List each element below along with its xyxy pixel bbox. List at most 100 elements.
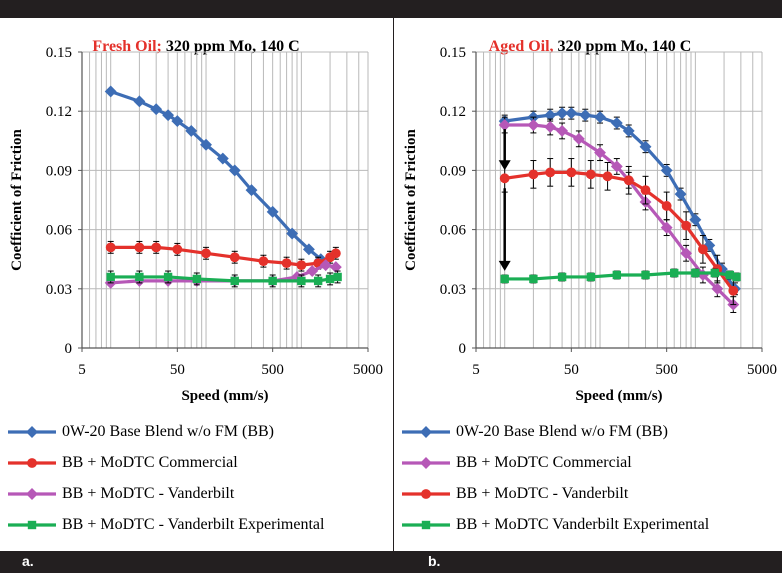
legend-swatch-marker [420, 426, 432, 438]
chart-panel-b: Aged Oil, 320 ppm Mo, 140 C 0 0.03 0.06 0.0… [394, 18, 782, 551]
data-point [612, 270, 622, 280]
legend-swatch-marker [27, 520, 37, 530]
data-point [622, 124, 635, 137]
legend-swatch-marker [421, 520, 431, 530]
legend-item: 0W-20 Base Blend w/o FM (BB) [6, 422, 274, 442]
data-point [623, 175, 634, 186]
series-1 [104, 85, 327, 266]
data-point [333, 272, 342, 282]
x-tick-label: 5000 [353, 362, 383, 378]
data-point [245, 184, 258, 197]
data-point [306, 265, 319, 277]
y-tick-label: 0.06 [46, 223, 73, 239]
data-point [230, 276, 239, 286]
data-point [135, 272, 144, 282]
data-point [527, 119, 540, 131]
data-point [134, 242, 145, 253]
chart-title-rest: 320 ppm Mo, 140 C [553, 38, 692, 55]
chart-title-rest: 320 ppm Mo, 140 C [161, 38, 300, 55]
series-3 [499, 158, 739, 306]
panel-divider [393, 18, 394, 551]
data-point [172, 244, 183, 255]
legend-swatch-marker [27, 458, 37, 468]
x-tick-label: 5 [78, 362, 86, 378]
data-point [586, 272, 595, 282]
data-point [302, 243, 315, 256]
legend-label: BB + MoDTC Commercial [456, 454, 632, 471]
data-point [565, 107, 578, 120]
data-point [689, 213, 702, 226]
legend-swatch [8, 458, 56, 468]
data-point [319, 259, 332, 272]
data-point [680, 247, 693, 260]
x-tick-label: 50 [564, 362, 579, 378]
grid [81, 51, 369, 349]
data-point [498, 119, 511, 131]
data-point [185, 124, 198, 137]
chart-title: Fresh Oil; 320 ppm Mo, 140 C [0, 38, 392, 56]
data-point [297, 276, 306, 286]
data-point [670, 268, 679, 278]
arrow-head [498, 160, 511, 171]
y-tick-label: 0.06 [440, 223, 467, 239]
chart-panel-a: Fresh Oil; 320 ppm Mo, 140 C 0 0.03 0.06 0.… [0, 18, 392, 551]
grid [475, 51, 763, 349]
data-point [500, 274, 509, 284]
y-tick-label: 0.12 [46, 104, 72, 120]
annotation-arrows [498, 129, 511, 271]
data-point [572, 132, 585, 145]
y-axis-label: Coefficient of Friction [9, 129, 25, 271]
legend-swatch-marker [421, 489, 431, 499]
data-point [201, 248, 211, 259]
legend-swatch [402, 457, 450, 469]
data-point [529, 274, 538, 284]
data-point [171, 115, 184, 128]
y-tick-label: 0.09 [440, 163, 466, 179]
data-point [162, 109, 175, 122]
legend-swatch-marker [420, 457, 432, 469]
legend-swatch [8, 520, 56, 530]
data-point [585, 169, 596, 180]
chart-title: Aged Oil, 320 ppm Mo, 140 C [394, 38, 782, 56]
series-line [504, 111, 737, 290]
data-point [192, 274, 201, 284]
legend-swatch [402, 489, 450, 499]
legend-item: BB + MoDTC - Vanderbilt [6, 484, 234, 504]
data-point [133, 95, 146, 108]
legend-swatch-marker [26, 488, 38, 500]
legend-item: 0W-20 Base Blend w/o FM (BB) [400, 422, 668, 442]
data-point [725, 270, 735, 280]
y-tick-label: 0.12 [440, 104, 466, 120]
x-tick-label: 5000 [747, 362, 777, 378]
data-point [528, 169, 539, 180]
data-point [594, 146, 606, 159]
panel-label-b: b. [428, 553, 441, 569]
x-tick-label: 5 [472, 362, 480, 378]
data-point [228, 164, 241, 177]
data-point [728, 285, 739, 296]
data-point [150, 103, 163, 116]
legend-label: 0W-20 Base Blend w/o FM (BB) [62, 423, 274, 440]
data-point [329, 261, 342, 274]
data-point [661, 201, 672, 211]
data-point [602, 171, 613, 182]
data-point [286, 227, 299, 240]
x-axis-label: Speed (mm/s) [181, 388, 268, 404]
data-point [640, 185, 651, 196]
top-banner [0, 0, 782, 18]
data-point [268, 276, 277, 286]
data-point [163, 272, 173, 282]
bottom-banner [0, 551, 782, 573]
series-line [110, 275, 339, 283]
chart-plot: 0 0.03 0.06 0.09 0.12 0.15 5 50 500 5000 Speed (mm… [403, 45, 777, 404]
y-tick-label: 0.15 [440, 45, 466, 61]
x-axis-label: Speed (mm/s) [575, 388, 662, 404]
data-point [691, 268, 700, 278]
data-point [710, 268, 720, 278]
data-point [151, 242, 162, 253]
chart-title-highlight: Aged Oil, [488, 38, 554, 55]
data-point [698, 244, 708, 255]
data-point [105, 242, 116, 253]
data-point [325, 274, 335, 284]
data-point [499, 173, 510, 184]
